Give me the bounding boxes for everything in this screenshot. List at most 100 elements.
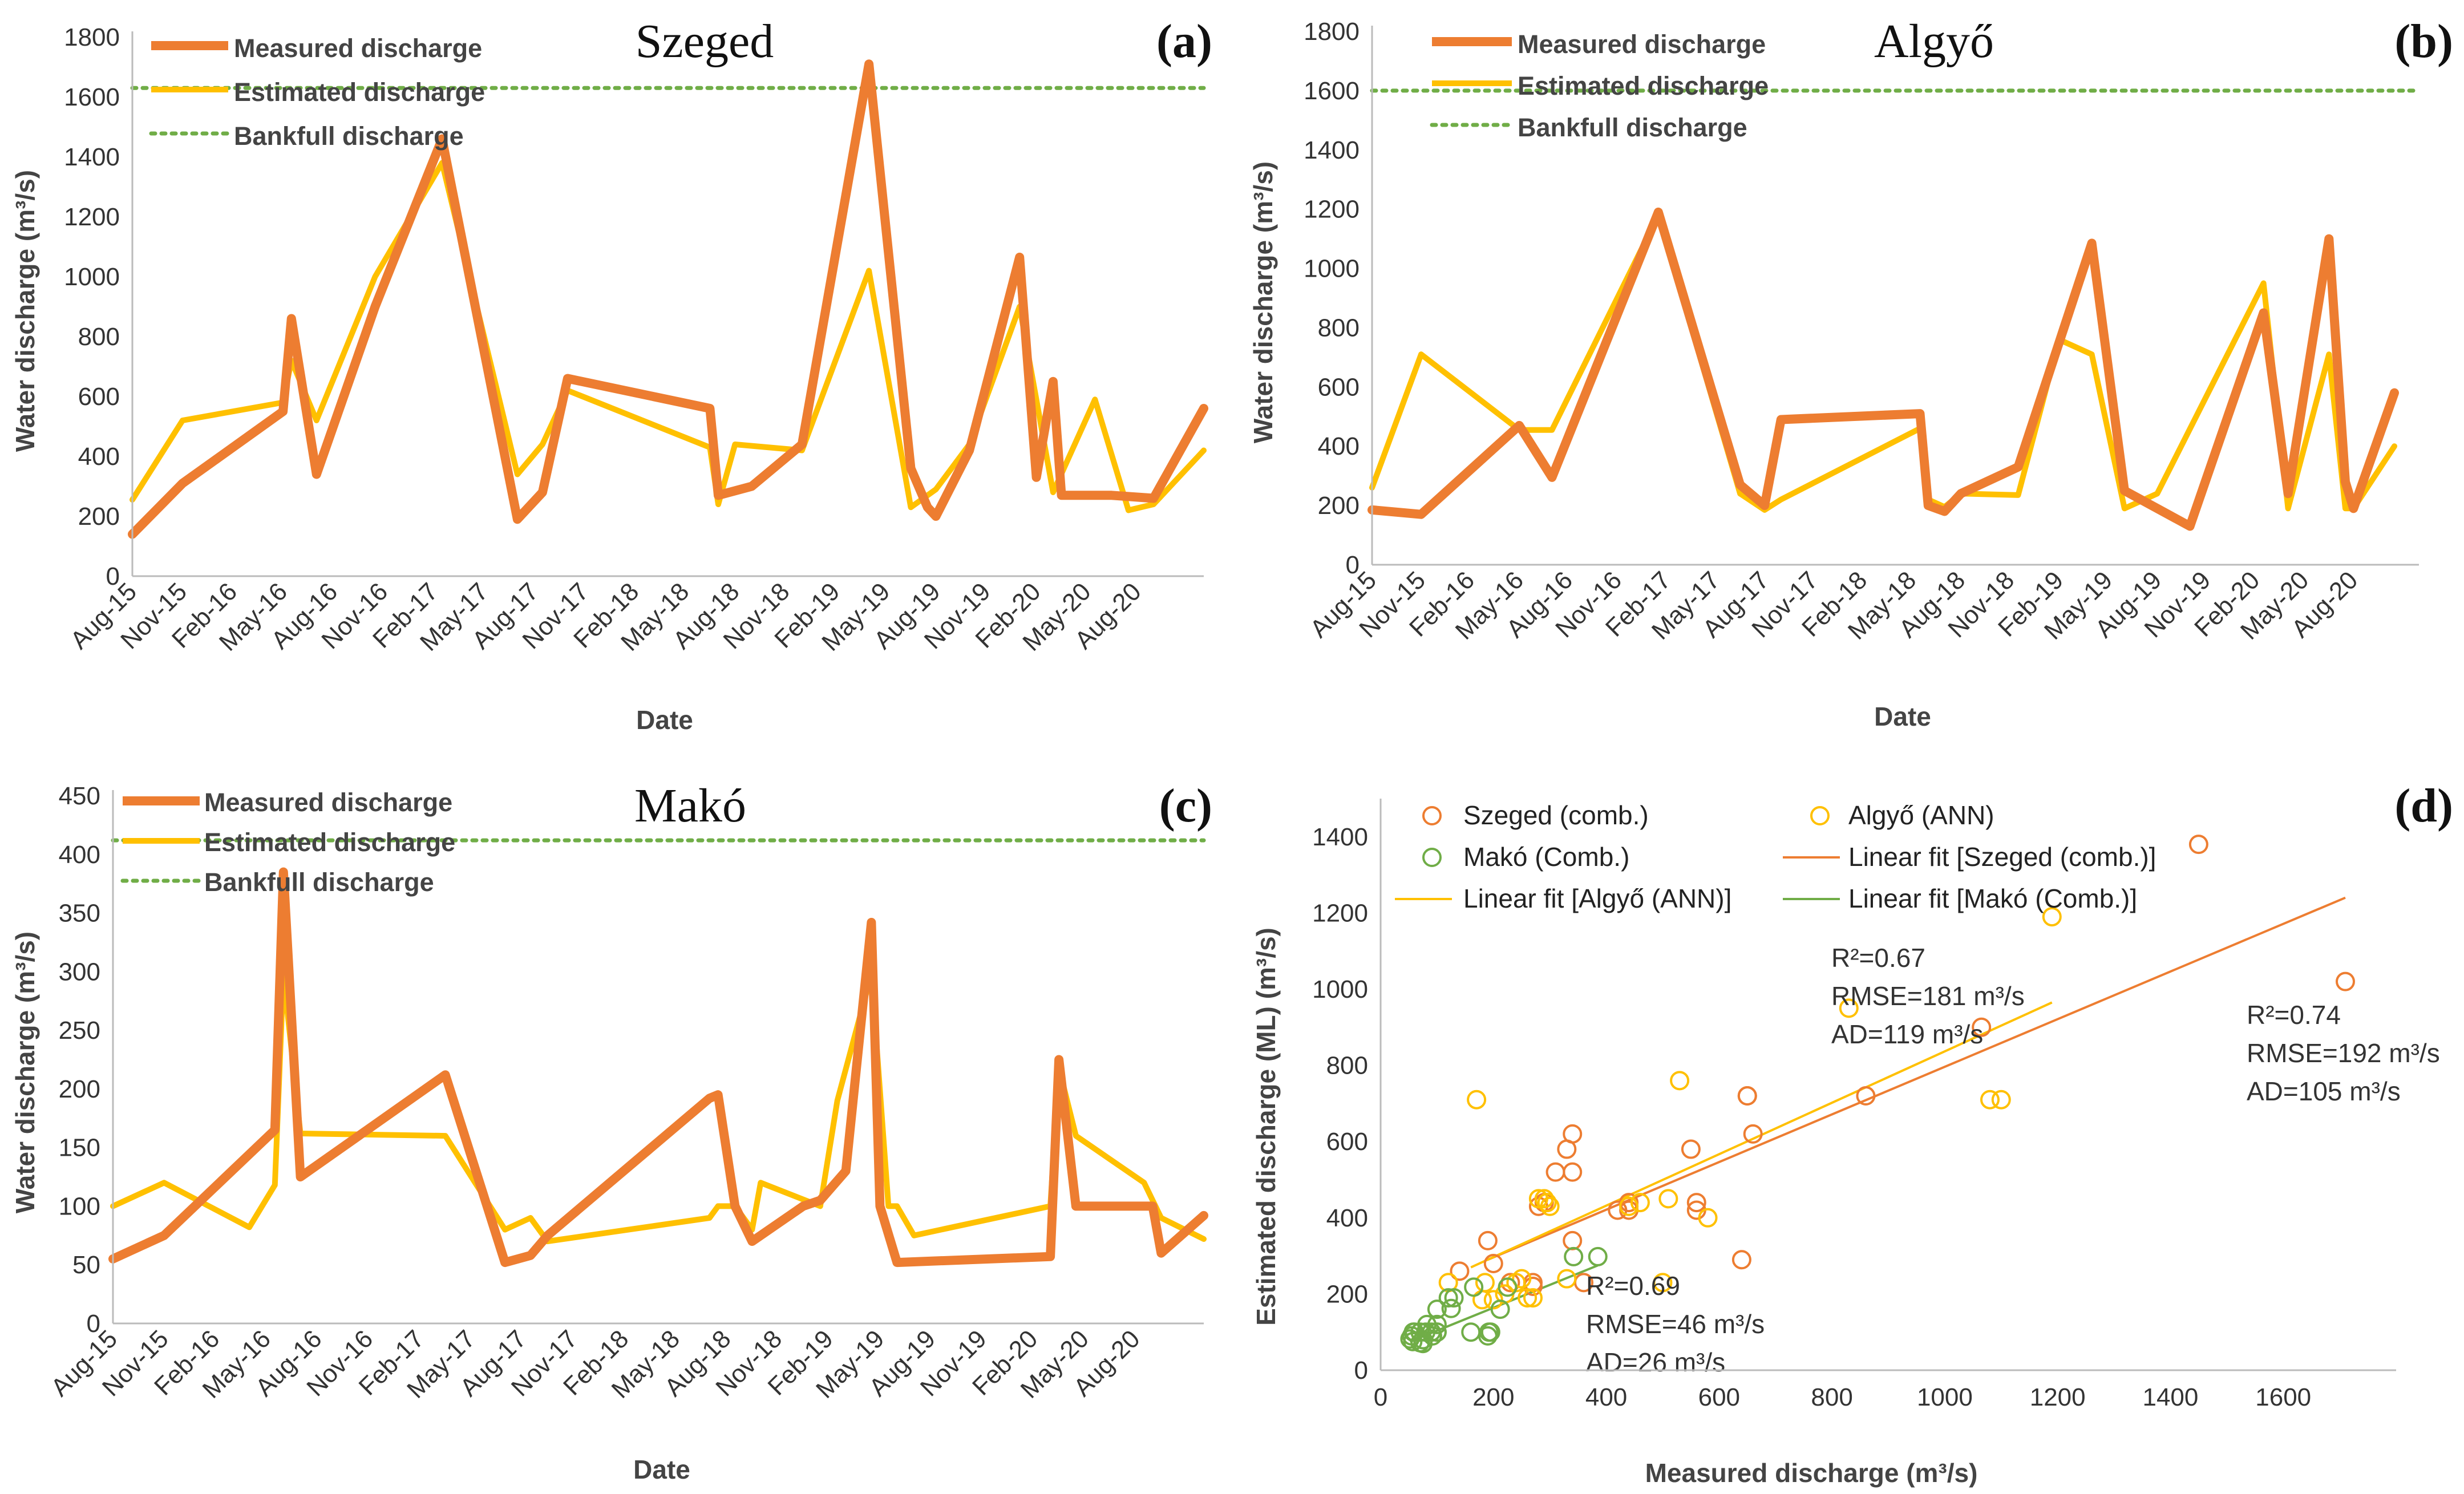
mako-point (1564, 1246, 1584, 1266)
legend-bankfull-label: Bankfull discharge (204, 868, 434, 897)
algyo-point (2042, 907, 2062, 927)
annotation-mako-rmse: RMSE=46 m³/s (1586, 1309, 1765, 1339)
y-tick-label: 800 (1318, 314, 1360, 342)
annotation-algyo-ad: AD=119 m³/s (1831, 1019, 1983, 1049)
mako-point (1427, 1314, 1447, 1334)
algyo-point (1658, 1189, 1678, 1209)
y-tick-label: 800 (78, 323, 120, 351)
algyo-point (1475, 1273, 1495, 1293)
legend-algyo-swatch (1810, 806, 1830, 825)
y-tick-label: 1000 (1304, 255, 1360, 283)
series-lines (1367, 207, 2399, 531)
legend-szeged-label: Szeged (comb.) (1463, 800, 1649, 830)
szeged-point (1856, 1086, 1876, 1106)
szeged-point (2188, 835, 2208, 855)
y-tick-label: 600 (1318, 373, 1360, 401)
legend-mako-swatch (1422, 848, 1442, 867)
legend-symbols (120, 796, 202, 883)
legend-measured-label: Measured discharge (1518, 30, 1766, 59)
y-tick-label: 400 (1326, 1204, 1368, 1232)
x-axis-label: Date (636, 705, 693, 735)
y-axis-label: Water discharge (m³/s) (1248, 161, 1278, 443)
y-tick-label: 1000 (1312, 975, 1368, 1003)
measured-discharge-line (1367, 207, 2399, 531)
mako-point (1427, 1299, 1447, 1319)
x-tick-label: 200 (1472, 1383, 1514, 1411)
y-tick-label: 200 (78, 503, 120, 531)
y-tick-label: 100 (59, 1192, 100, 1220)
annotation-szeged-ad: AD=105 m³/s (2247, 1076, 2401, 1106)
measured-discharge-line (108, 867, 1208, 1268)
algyo-point (1839, 998, 1859, 1018)
y-tick-label: 0 (106, 562, 120, 590)
algyo-point (1619, 1196, 1639, 1216)
panel-d-scatter: 0 200 400 600 800 1000 1200 1400 1600 0 200 400 600… (1251, 779, 2453, 1488)
y-tick-label: 1600 (64, 83, 120, 111)
y-tick-label: 600 (78, 383, 120, 411)
fit-line-szeged (1487, 896, 2346, 1261)
mako-point (1444, 1288, 1464, 1308)
y-tick-label: 450 (59, 782, 100, 810)
y-tick-label: 1400 (1304, 136, 1360, 164)
algyo-point (1523, 1288, 1543, 1308)
algyo-point (1630, 1193, 1650, 1213)
legend-measured-label: Measured discharge (204, 788, 452, 817)
y-tick-label: 200 (1326, 1280, 1368, 1308)
annotation-szeged-r2: R²=0.74 (2247, 1000, 2341, 1030)
y-tick-label: 1200 (1304, 196, 1360, 224)
x-tick-label: 1600 (2255, 1383, 2311, 1411)
y-tick-labels: 0 200 400 600 800 1000 1200 1400 1600 1800 (1304, 18, 1360, 579)
y-tick-label: 150 (59, 1134, 100, 1162)
y-axis-label: Water discharge (m³/s) (10, 932, 40, 1213)
szeged-point (1972, 1017, 1992, 1037)
legend-symbols (1395, 806, 1840, 900)
annotation-mako-ad: AD=26 m³/s (1586, 1347, 1725, 1377)
x-tick-label: 800 (1811, 1383, 1852, 1411)
y-tick-label: 1400 (1312, 823, 1368, 851)
mako-point (1480, 1322, 1500, 1342)
szeged-point (1563, 1124, 1583, 1144)
legend-estimated-label: Estimated discharge (204, 828, 455, 857)
y-tick-label: 1400 (64, 143, 120, 171)
x-tick-label: 600 (1698, 1383, 1740, 1411)
legend-mako-label: Makó (Comb.) (1463, 842, 1629, 872)
x-tick-label: 0 (1374, 1383, 1387, 1411)
y-tick-label: 1600 (1304, 77, 1360, 105)
szeged-point (1483, 1253, 1503, 1273)
y-tick-label: 1200 (1312, 899, 1368, 927)
szeged-point (1743, 1124, 1763, 1144)
algyo-point (1670, 1071, 1690, 1091)
y-tick-label: 400 (1318, 432, 1360, 460)
legend-symbols (1430, 37, 1514, 127)
szeged-point (1686, 1193, 1706, 1213)
measured-discharge-line (128, 59, 1208, 539)
x-axis-label: Measured discharge (m³/s) (1645, 1458, 1978, 1488)
legend-bankfull-label: Bankfull discharge (234, 122, 464, 151)
chart-title: Makó (634, 779, 746, 832)
y-tick-label: 0 (87, 1310, 100, 1338)
series-lines (128, 59, 1208, 539)
y-tick-label: 0 (1346, 551, 1360, 579)
legend-fit-mako-label: Linear fit [Makó (Comb.)] (1848, 884, 2137, 913)
legend-measured-label: Measured discharge (234, 34, 482, 63)
szeged-point (2336, 971, 2355, 991)
x-axis-label: Date (1874, 702, 1931, 731)
y-tick-label: 1200 (64, 203, 120, 231)
y-tick-label: 1800 (1304, 18, 1360, 46)
x-tick-labels: 0 200 400 600 800 1000 1200 1400 1600 (1374, 1383, 2311, 1411)
y-tick-label: 200 (1318, 492, 1360, 520)
x-tick-label: 1000 (1917, 1383, 1973, 1411)
y-axis-label: Estimated discharge (ML) (m³/s) (1251, 928, 1281, 1326)
panel-label: (c) (1159, 779, 1212, 832)
annotation-algyo-rmse: RMSE=181 m³/s (1831, 981, 2025, 1011)
y-tick-labels: 0 200 400 600 800 1000 1200 1400 1600 1800 (64, 23, 120, 590)
szeged-point (1500, 1273, 1520, 1293)
scatter-points (1400, 835, 2355, 1354)
y-tick-labels: 0 50 100 150 200 250 300 350 400 450 (59, 782, 100, 1338)
szeged-point (1478, 1230, 1498, 1250)
y-tick-label: 0 (1354, 1357, 1368, 1384)
algyo-point (1512, 1269, 1532, 1289)
mako-point (1498, 1277, 1518, 1297)
legend-symbols (149, 41, 230, 136)
